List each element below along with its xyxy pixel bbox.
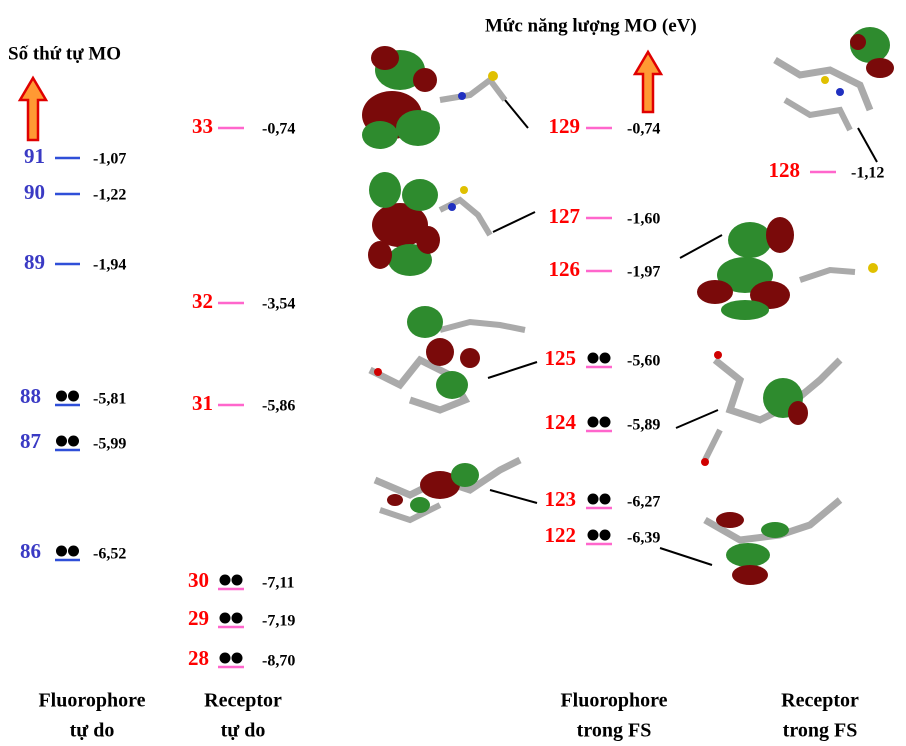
right-title: Mức năng lượng MO (eV) [485, 15, 697, 36]
orbital-image [375, 460, 520, 520]
energy-value: -5,99 [93, 436, 126, 453]
left-title: Số thứ tự MO [8, 43, 121, 64]
orbital-image [368, 172, 490, 276]
orbital-image [775, 27, 894, 130]
electron [600, 417, 611, 428]
mo-number: 123 [545, 487, 577, 511]
column-label: Receptor [204, 690, 282, 712]
energy-value: -1,12 [851, 165, 884, 182]
electron [232, 653, 243, 664]
electron [68, 436, 79, 447]
electron [56, 391, 67, 402]
electron [588, 417, 599, 428]
energy-value: -7,11 [262, 575, 294, 592]
mo-number: 126 [549, 257, 581, 281]
energy-value: -6,52 [93, 546, 126, 563]
electron [600, 494, 611, 505]
mo-number: 28 [188, 646, 209, 670]
energy-value: -0,74 [627, 121, 660, 138]
mo-number: 86 [20, 539, 41, 563]
energy-value: -1,07 [93, 151, 126, 168]
mo-number: 129 [549, 114, 581, 138]
column-label: Fluorophore [560, 690, 667, 712]
electron [220, 613, 231, 624]
mo-number: 88 [20, 384, 41, 408]
mo-number: 125 [545, 346, 577, 370]
arrow-right [635, 52, 661, 112]
column-label: Fluorophore [38, 690, 145, 712]
mo-number: 127 [549, 204, 581, 228]
mo-number: 89 [24, 250, 45, 274]
mo-number: 32 [192, 289, 213, 313]
mo-number: 31 [192, 391, 213, 415]
orbital-image [370, 306, 525, 410]
mo-number: 122 [545, 523, 577, 547]
electron [68, 391, 79, 402]
energy-value: -1,60 [627, 211, 660, 228]
electron [600, 353, 611, 364]
electron [220, 653, 231, 664]
mo-number: 91 [24, 144, 45, 168]
mo-number: 33 [192, 114, 213, 138]
electron [232, 575, 243, 586]
orbital-image [362, 46, 505, 149]
mo-number: 87 [20, 429, 41, 453]
energy-value: -0,74 [262, 121, 295, 138]
orbital-image [701, 351, 840, 466]
energy-value: -6,39 [627, 530, 660, 547]
energy-value: -5,60 [627, 353, 660, 370]
mo-number: 124 [545, 410, 577, 434]
mo-number: 128 [769, 158, 801, 182]
orbital-image [697, 217, 878, 320]
column-label: trong FS [783, 720, 858, 742]
arrow-left [20, 78, 46, 140]
orbital-image [705, 500, 840, 585]
electron [588, 494, 599, 505]
energy-value: -8,70 [262, 653, 295, 670]
column-label: tự do [221, 720, 266, 742]
energy-value: -5,89 [627, 417, 660, 434]
energy-value: -3,54 [262, 296, 295, 313]
mo-number: 90 [24, 180, 45, 204]
electron [600, 530, 611, 541]
energy-value: -1,22 [93, 187, 126, 204]
mo-number: 29 [188, 606, 209, 630]
column-label: tự do [70, 720, 115, 742]
electron [588, 530, 599, 541]
electron [56, 546, 67, 557]
mo-diagram: Số thứ tự MO Mức năng lượng MO (eV) [0, 0, 906, 746]
energy-value: -5,81 [93, 391, 126, 408]
electron [232, 613, 243, 624]
energy-value: -1,97 [627, 264, 660, 281]
electron [588, 353, 599, 364]
electron [220, 575, 231, 586]
electron [68, 546, 79, 557]
energy-value: -7,19 [262, 613, 295, 630]
mo-number: 30 [188, 568, 209, 592]
energy-value: -5,86 [262, 398, 295, 415]
column-label: trong FS [577, 720, 652, 742]
energy-value: -1,94 [93, 257, 126, 274]
electron [56, 436, 67, 447]
column-label: Receptor [781, 690, 859, 712]
energy-value: -6,27 [627, 494, 660, 511]
